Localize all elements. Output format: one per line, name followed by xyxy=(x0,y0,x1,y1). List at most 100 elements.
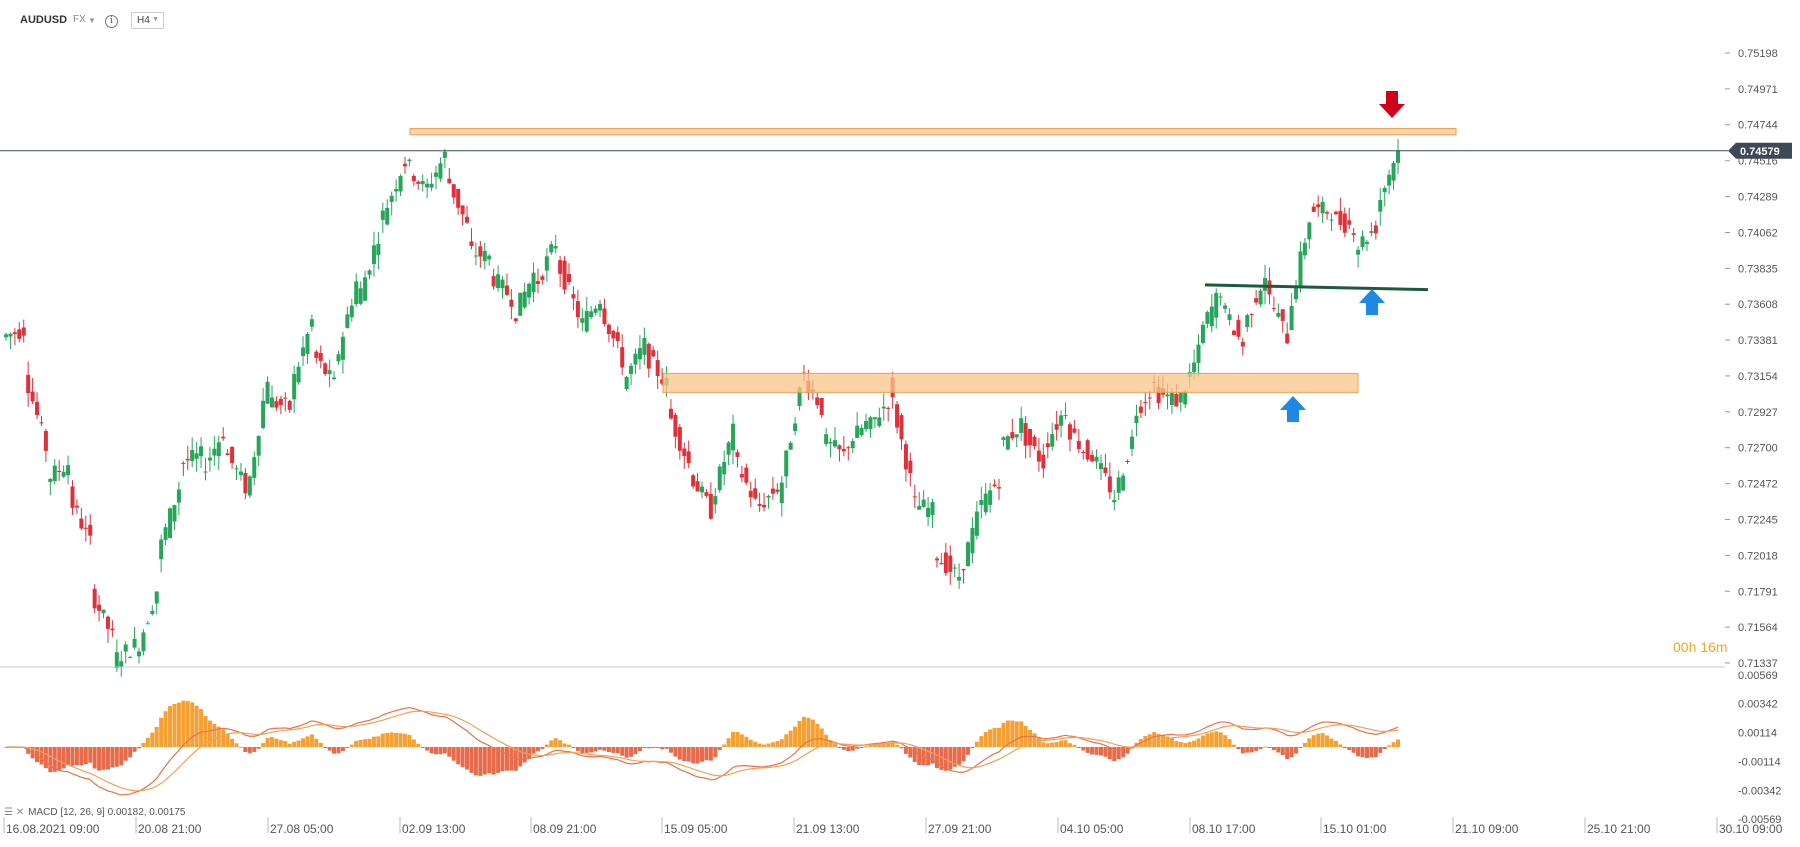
candle-body xyxy=(234,468,239,470)
chevron-down-icon[interactable]: ▼ xyxy=(88,16,96,25)
candle-body xyxy=(1121,475,1126,491)
macd-histogram-bar xyxy=(872,744,877,747)
candle-body xyxy=(575,301,580,318)
candle-body xyxy=(97,604,102,611)
candle-body xyxy=(172,505,177,522)
macd-histogram-bar xyxy=(952,747,957,767)
candle-body xyxy=(567,273,572,283)
symbol-label[interactable]: AUDUSD xyxy=(20,14,68,26)
candle-body xyxy=(544,256,549,271)
macd-histogram-bar xyxy=(376,736,381,747)
candle-body xyxy=(757,504,762,507)
candle-body xyxy=(1382,187,1387,193)
candle-body xyxy=(708,493,713,519)
macd-histogram-bar xyxy=(101,747,106,770)
candle-body xyxy=(762,504,767,508)
macd-histogram-bar xyxy=(961,747,966,762)
macd-histogram-bar xyxy=(903,747,908,754)
price-tick-label: 0.73154 xyxy=(1738,371,1778,383)
candle-body xyxy=(154,591,159,604)
candle-body xyxy=(1054,424,1059,430)
macd-histogram-bar xyxy=(1045,743,1050,747)
candle-body xyxy=(1316,204,1321,208)
macd-histogram-bar xyxy=(74,747,79,766)
candle-body xyxy=(181,462,186,464)
macd-histogram-bar xyxy=(651,747,656,748)
macd-histogram-bar xyxy=(265,737,270,747)
candle-body xyxy=(988,490,993,505)
macd-histogram-bar xyxy=(531,747,536,754)
time-tick-label: 27.08 05:00 xyxy=(270,822,334,836)
candle-body xyxy=(1028,429,1033,446)
candle-body xyxy=(1369,231,1374,233)
candle-body xyxy=(1298,251,1303,287)
candle-body xyxy=(407,159,412,162)
candle-body xyxy=(859,427,864,436)
macd-histogram-bar xyxy=(908,747,913,758)
macd-histogram-bar xyxy=(1187,741,1192,747)
candle-body xyxy=(332,377,337,380)
macd-histogram-bar xyxy=(673,747,678,757)
macd-histogram-bar xyxy=(1280,747,1285,755)
macd-histogram-bar xyxy=(371,736,376,747)
candle-body xyxy=(438,163,443,179)
candle-body xyxy=(318,353,323,361)
candle-body xyxy=(615,332,620,342)
candle-body xyxy=(1342,213,1347,233)
price-axis: 0.751980.749710.747440.745160.742890.740… xyxy=(1725,48,1778,670)
macd-histogram-bar xyxy=(1289,747,1294,758)
macd-histogram-bar xyxy=(1396,739,1400,747)
candle-body xyxy=(1196,344,1201,363)
macd-histogram-bar xyxy=(1121,747,1126,758)
macd-histogram-bar xyxy=(323,747,328,748)
candle-body xyxy=(1236,320,1241,337)
macd-tick-label: -0.00342 xyxy=(1738,785,1781,797)
candle-body xyxy=(465,216,470,223)
macd-histogram-bar xyxy=(4,747,8,748)
macd-histogram-bar xyxy=(274,738,279,747)
candle-body xyxy=(274,401,279,408)
info-icon[interactable]: i xyxy=(105,15,118,28)
macd-histogram-bar xyxy=(660,747,665,750)
market-label[interactable]: FX xyxy=(73,14,86,25)
candle-body xyxy=(948,555,953,572)
macd-histogram-bar xyxy=(535,747,540,752)
candle-body xyxy=(278,399,283,406)
macd-histogram-bar xyxy=(1276,747,1281,753)
candlestick-pane[interactable] xyxy=(4,139,1400,677)
macd-histogram-bar xyxy=(1169,737,1174,747)
macd-histogram-bar xyxy=(1143,736,1148,747)
macd-histogram-bar xyxy=(575,747,580,751)
settings-icon[interactable]: ☰ ✕ xyxy=(4,807,25,818)
macd-histogram-bar xyxy=(496,747,501,773)
candle-body xyxy=(1125,460,1130,462)
macd-histogram-bar xyxy=(1094,747,1099,755)
candle-body xyxy=(1116,477,1121,493)
macd-histogram-bar xyxy=(1311,735,1316,747)
timeframe-select[interactable]: H4 ▼ xyxy=(131,12,164,29)
candle-body xyxy=(101,609,106,614)
candle-body xyxy=(1245,315,1250,328)
macd-histogram-bar xyxy=(1081,747,1086,751)
time-tick-label: 08.10 17:00 xyxy=(1192,822,1256,836)
macd-histogram-bar xyxy=(1090,747,1095,755)
candle-body xyxy=(429,183,434,188)
arrow-up-icon xyxy=(1280,396,1306,422)
macd-histogram-bar xyxy=(39,747,44,765)
macd-histogram-bar xyxy=(225,734,230,747)
macd-histogram-bar xyxy=(988,729,993,747)
macd-histogram-bar xyxy=(402,733,407,747)
candle-body xyxy=(1076,440,1081,449)
macd-histogram-bar xyxy=(1338,744,1343,747)
candle-body xyxy=(1169,392,1174,405)
candle-body xyxy=(168,508,173,538)
candle-body xyxy=(447,178,452,184)
candle-body xyxy=(930,502,935,516)
macd-histogram-bar xyxy=(1041,742,1046,747)
macd-histogram-bar xyxy=(363,739,368,747)
candle-body xyxy=(518,292,523,316)
macd-histogram-bar xyxy=(1298,747,1303,748)
candle-body xyxy=(203,471,208,473)
macd-histogram-bar xyxy=(287,743,292,747)
